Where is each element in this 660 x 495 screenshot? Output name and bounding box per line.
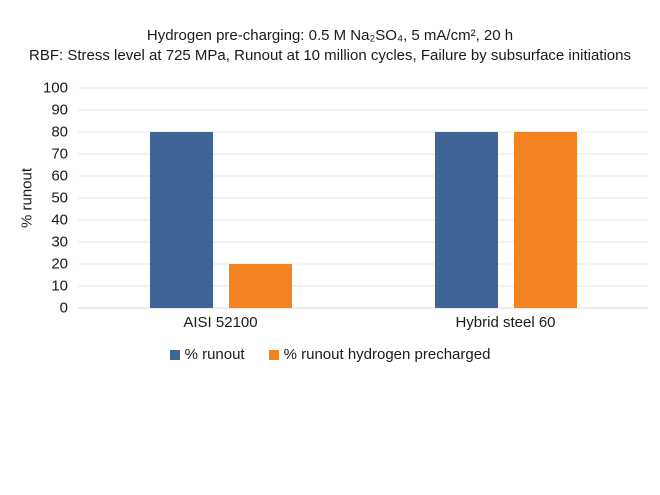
legend-swatch-icon [169,349,180,360]
gridline [78,219,648,221]
x-axis-labels: AISI 52100 Hybrid steel 60 [78,314,648,331]
chart-title: Hydrogen pre-charging: 0.5 M Na₂SO₄, 5 m… [146,27,514,44]
x-category-label: AISI 52100 [183,314,258,331]
gridline [78,263,648,265]
legend-swatch-icon [268,349,279,360]
x-category-label: Hybrid steel 60 [455,314,556,331]
y-tick-label: 20 [51,255,68,273]
plot-area: 0 10 20 30 40 50 60 70 80 90 100 [43,81,648,316]
y-tick-label: 80 [51,123,68,141]
y-tick-label: 0 [59,299,68,317]
bar [228,264,292,308]
bar [434,132,498,308]
y-tick-label: 70 [51,145,68,163]
y-tick-label: 10 [51,277,68,295]
gridline [78,175,648,177]
legend-item: % runout [169,346,245,363]
gridline [78,131,648,133]
y-tick-label: 30 [51,233,68,251]
chart-subtitle: RBF: Stress level at 725 MPa, Runout at … [29,47,631,64]
bar [149,132,213,308]
gridline [78,285,648,287]
y-tick-label: 40 [51,211,68,229]
gridline [78,109,648,111]
gridline [78,241,648,243]
gridline [78,197,648,199]
y-tick-label: 90 [51,101,68,119]
y-tick-label: 100 [42,79,68,97]
y-tick-label: 50 [51,189,68,207]
bar [513,132,577,308]
y-tick-label: 60 [51,167,68,185]
legend: % runout % runout hydrogen precharged [0,346,660,363]
legend-item: % runout hydrogen precharged [268,346,491,363]
legend-label: % runout [184,346,245,363]
gridline [78,307,648,309]
legend-label: % runout hydrogen precharged [283,346,491,363]
gridline [78,153,648,155]
gridline [78,87,648,89]
